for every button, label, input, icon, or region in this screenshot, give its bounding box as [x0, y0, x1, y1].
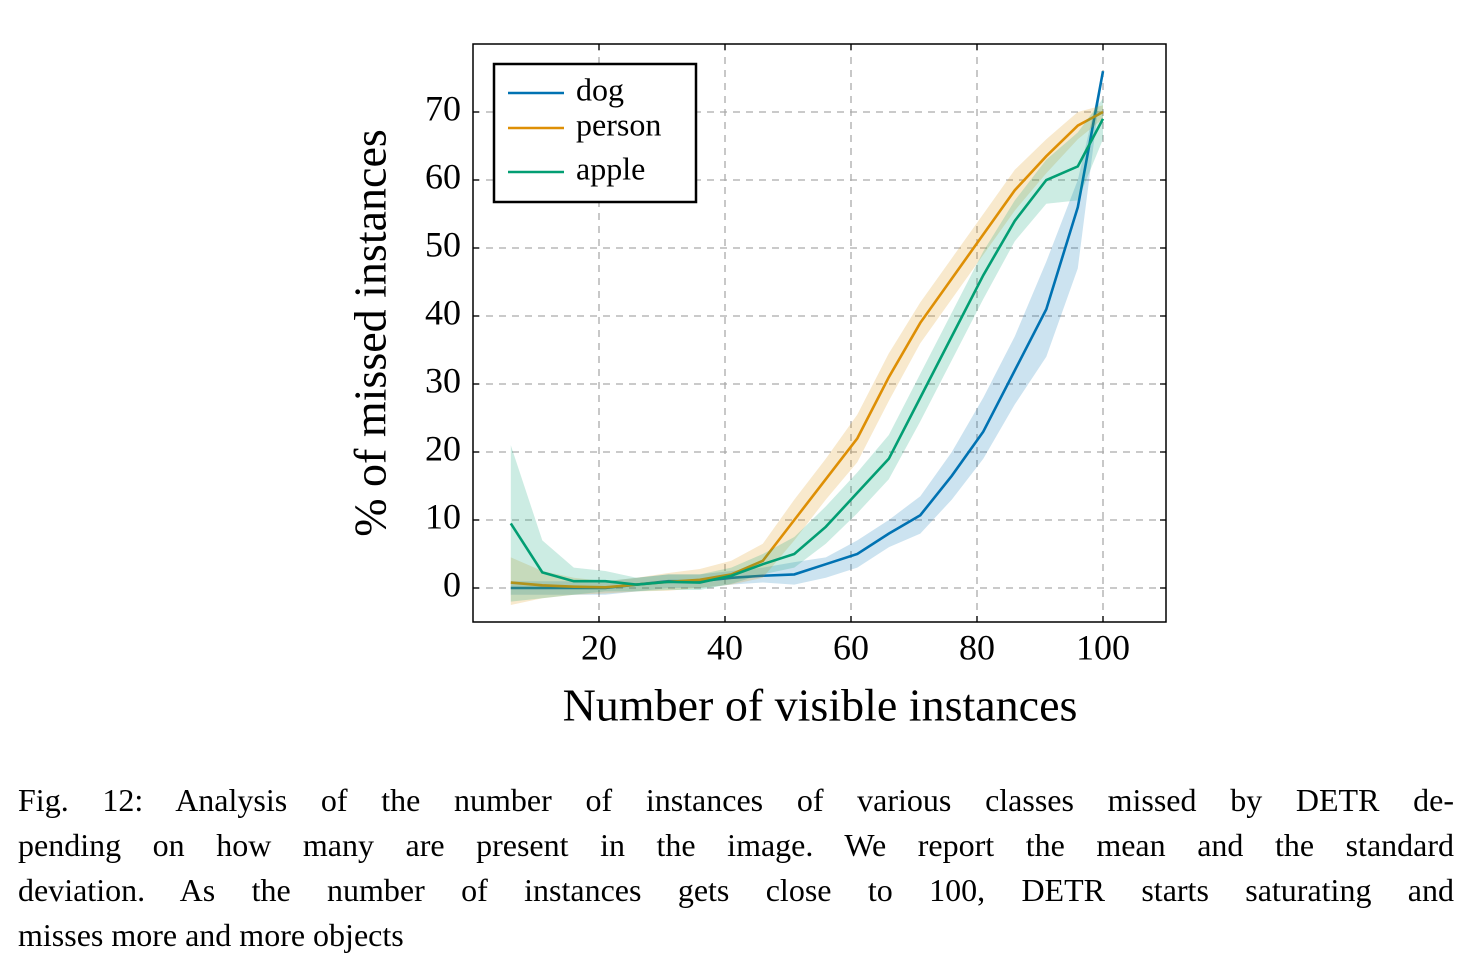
- series-line: [510, 110, 1104, 589]
- y-tick-label: 20: [425, 428, 461, 468]
- caption-line: misses more and more objects: [18, 917, 404, 953]
- legend-label: apple: [576, 150, 645, 186]
- legend-label: dog: [576, 71, 624, 107]
- y-tick-label: 10: [425, 496, 461, 536]
- legend-label: person: [576, 106, 661, 142]
- caption-line: deviation. As the number of instances ge…: [18, 872, 1454, 908]
- x-tick-label: 60: [833, 627, 869, 667]
- y-tick-label: 60: [425, 156, 461, 196]
- series-line: [509, 118, 1105, 586]
- caption-line: Fig. 12: Analysis of the number of insta…: [18, 782, 1454, 818]
- y-tick-label: 0: [443, 564, 461, 604]
- std-band: [510, 71, 1103, 595]
- chart: Number of visible instances % of missed …: [345, 43, 1167, 731]
- y-tick-label: 40: [425, 292, 461, 332]
- y-tick-label: 70: [425, 88, 461, 128]
- x-tick-label: 20: [581, 627, 617, 667]
- x-tick-label: 100: [1076, 627, 1130, 667]
- x-tick-label: 80: [959, 627, 995, 667]
- y-tick-label: 50: [425, 224, 461, 264]
- y-axis-label: % of missed instances: [345, 129, 396, 537]
- y-tick-label: 30: [425, 360, 461, 400]
- x-tick-label: 40: [707, 627, 743, 667]
- legend-box: [492, 62, 698, 204]
- caption-line: pending on how many are present in the i…: [18, 827, 1454, 863]
- x-axis-label: Number of visible instances: [563, 680, 1078, 731]
- plot-frame: [472, 43, 1167, 623]
